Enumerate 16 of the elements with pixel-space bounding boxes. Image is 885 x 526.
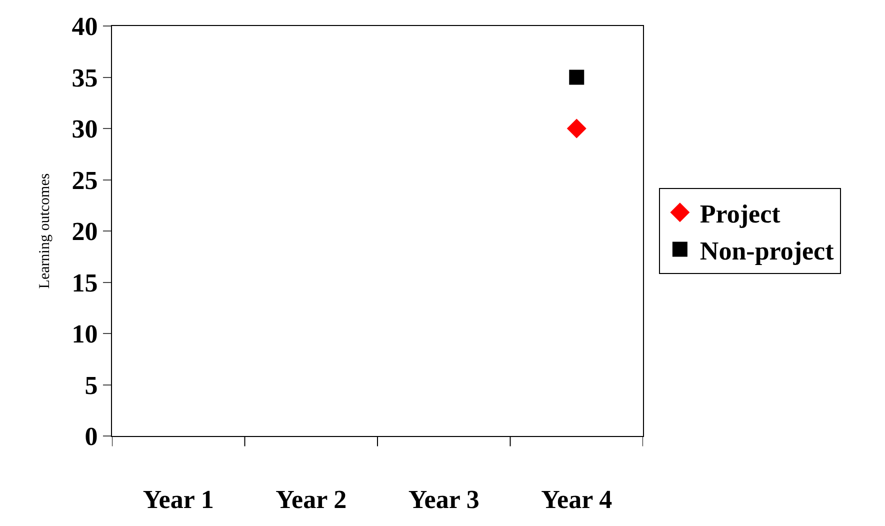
y-axis-title: Learning outcomes bbox=[37, 173, 54, 289]
x-tick-label: Year 3 bbox=[408, 485, 480, 514]
y-tick-label: 15 bbox=[72, 268, 98, 298]
y-tick-label: 5 bbox=[84, 370, 98, 400]
legend-label: Project bbox=[700, 200, 781, 229]
legend-label: Non-project bbox=[700, 236, 834, 266]
y-tick-label: 0 bbox=[84, 422, 98, 452]
x-tick-label: Year 1 bbox=[142, 485, 214, 514]
y-tick-label: 25 bbox=[72, 166, 98, 195]
y-tick-label: 30 bbox=[72, 114, 98, 144]
y-tick-label: 10 bbox=[72, 320, 98, 349]
x-tick-label: Year 4 bbox=[541, 485, 612, 514]
y-tick-label: 35 bbox=[72, 63, 98, 92]
y-tick-label: 40 bbox=[72, 12, 98, 42]
y-tick-label: 20 bbox=[72, 217, 98, 246]
x-tick-label: Year 2 bbox=[276, 485, 347, 514]
